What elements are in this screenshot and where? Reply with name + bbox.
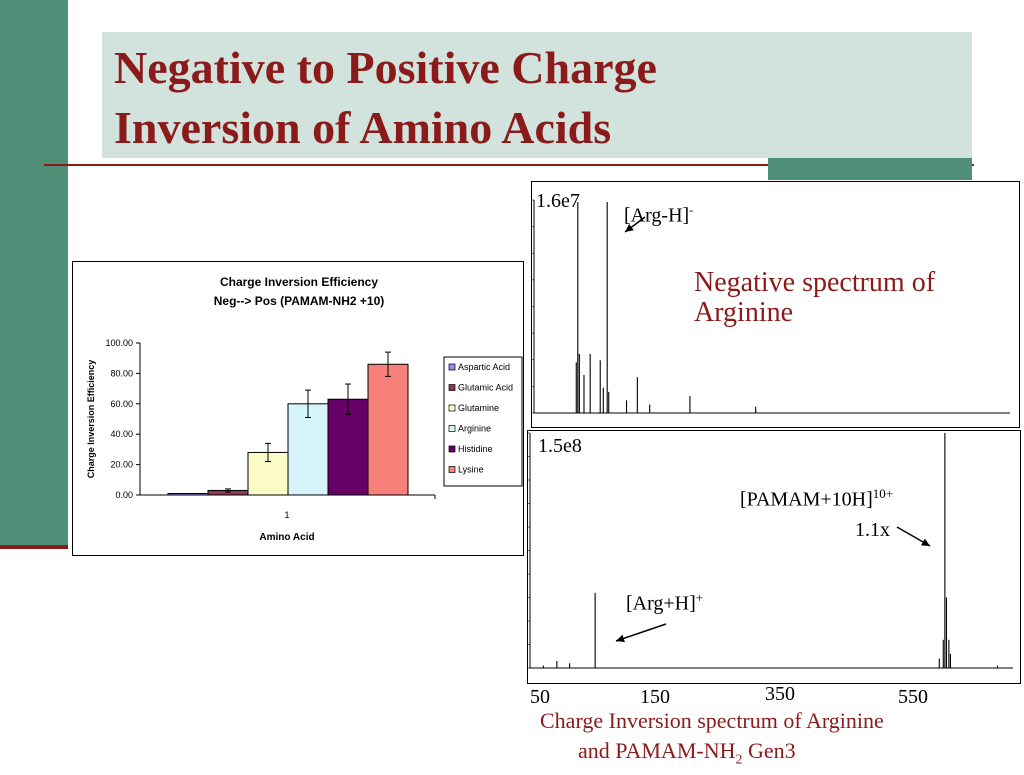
legend-swatch [448,445,456,453]
pamam-label: [PAMAM+10H]10+ [740,486,893,512]
legend-box [443,356,523,487]
bar-chart-title: Charge Inversion Efficiency [220,275,378,289]
negative-spectrum-panel [531,181,1020,428]
caption-line2: and PAMAM-NH2 Gen3 [540,736,1020,775]
arg-h-minus-charge: - [689,203,694,217]
arg-h-minus-label: [Arg-H]- [624,203,693,228]
slide-title-line1: Negative to Positive Charge [114,42,657,93]
caption-line2-sub: 2 [735,752,743,768]
negative-spectrum-title: Negative spectrum of Arginine [694,268,994,328]
bar-chart: Charge Inversion Efficiency Neg--> Pos (P… [86,275,523,543]
bar [287,403,329,496]
annotation-arrow-head [921,538,930,546]
spectrum-caption: Charge Inversion spectrum of Arginine an… [540,706,1020,775]
x-tick-350: 350 [765,683,795,705]
positive-intensity-label: 1.5e8 [538,435,582,457]
y-tick-label: 100.00 [105,338,133,348]
arg-h-plus-text: [Arg+H] [626,592,696,615]
caption-line2-end: Gen3 [742,738,796,763]
x-axis-label: Amino Acid [259,532,314,543]
legend-swatch [448,384,456,391]
annotation-arrow-head [625,224,634,232]
pamam-label-text: [PAMAM+10H] [740,488,873,511]
caption-line1: Charge Inversion spectrum of Arginine [540,708,884,733]
legend-label: Glutamine [458,403,499,413]
arg-h-minus-text: [Arg-H] [624,204,690,227]
x-tick-150: 150 [640,686,670,708]
x-tick-50: 50 [530,686,550,708]
legend-swatch [448,404,456,412]
title-accent-block [768,158,972,180]
legend-swatch [448,466,456,473]
pamam-ratio: 1.1x [855,519,890,541]
charge-inversion-spectrum-panel [527,430,1021,684]
title-rule [44,164,974,166]
legend-label: Aspartic Acid [458,362,510,372]
y-tick-label: 80.00 [110,368,133,378]
legend-swatch [448,363,456,371]
pamam-charge: 10+ [872,486,894,501]
arg-h-plus-label: [Arg+H]+ [626,590,703,616]
legend-label: Arginine [458,424,491,434]
y-tick-label: 0.00 [115,490,133,500]
y-tick-label: 20.00 [110,460,133,470]
negative-spectrum-chart [531,199,1010,414]
legend-swatch [448,425,456,432]
legend-label: Histidine [458,444,493,454]
negative-intensity-label: 1.6e7 [536,190,580,212]
charge-inversion-spectrum-chart [527,432,1013,669]
title-background [102,32,972,158]
legend-label: Lysine [458,465,484,475]
legend-label: Glutamic Acid [458,383,513,393]
bar-chart-subtitle: Neg--> Pos (PAMAM-NH2 +10) [214,294,384,308]
sidebar-rule [0,545,68,549]
arg-h-plus-charge: + [695,590,704,605]
bar [327,398,369,496]
bar [367,363,409,496]
slide-title: Negative to Positive Charge Inversion of… [114,38,964,158]
bar-chart-panel: Charge Inversion Efficiency Neg--> Pos (P… [72,261,524,556]
annotation-arrow-line [615,623,667,642]
slide-title-line2: Inversion of Amino Acids [114,102,612,153]
slide-sidebar [0,0,68,548]
negative-spectrum-title-text: Negative spectrum of Arginine [694,267,936,328]
caption-line2-main: and PAMAM-NH [578,738,736,763]
annotation-arrow-head [616,634,625,643]
x-category-label: 1 [284,510,289,520]
y-tick-label: 60.00 [110,399,133,409]
bar [167,492,209,496]
y-tick-label: 40.00 [110,429,133,439]
y-axis-label: Charge Inversion Efficiency [86,360,96,479]
x-tick-550: 550 [898,686,928,708]
